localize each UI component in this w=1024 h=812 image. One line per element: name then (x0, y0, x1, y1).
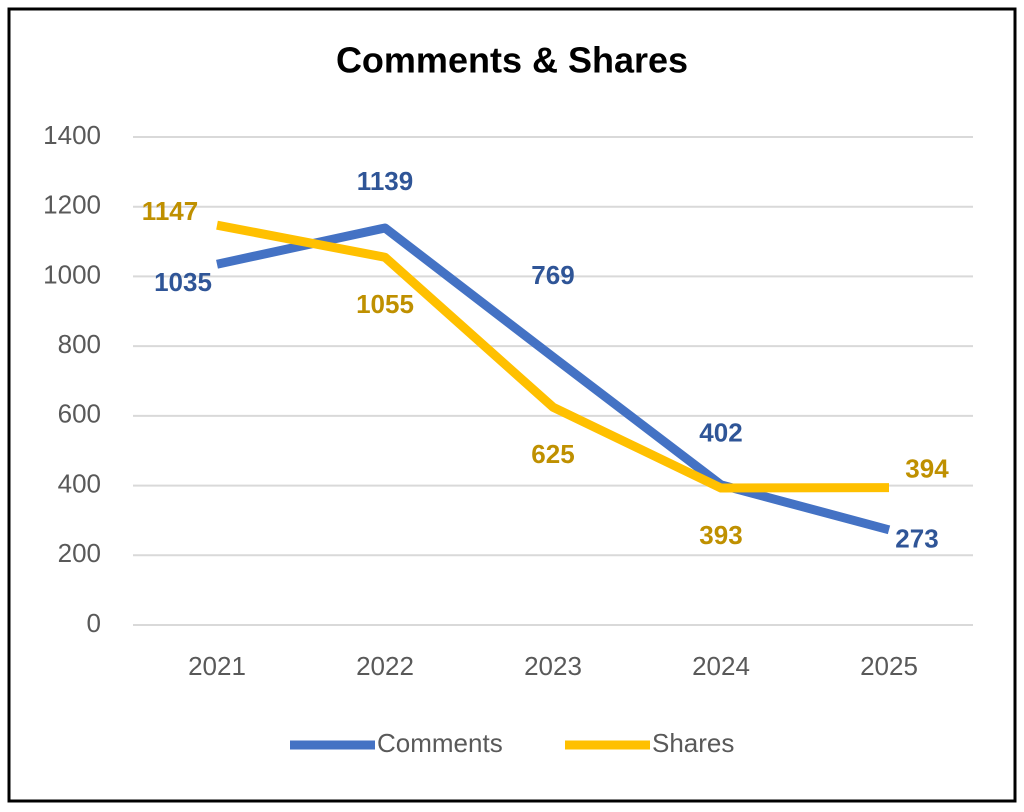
y-tick-label: 800 (58, 329, 101, 359)
chart-title: Comments & Shares (336, 40, 688, 81)
series-line (216, 220, 890, 493)
data-label: 1139 (357, 166, 413, 196)
y-tick-label: 1200 (43, 190, 101, 220)
y-tick-label: 0 (87, 608, 101, 638)
x-tick-label: 2023 (524, 651, 582, 681)
y-tick-label: 200 (58, 538, 101, 568)
data-label: 394 (905, 454, 949, 484)
x-tick-label: 2025 (860, 651, 918, 681)
y-tick-label: 600 (58, 399, 101, 429)
y-tick-label: 1000 (43, 259, 101, 289)
data-label: 402 (699, 418, 742, 448)
y-tick-label: 400 (58, 468, 101, 498)
chart-border (7, 7, 1017, 803)
data-label: 1035 (154, 267, 212, 297)
legend-label: Comments (377, 728, 503, 758)
series-line (216, 223, 891, 535)
x-tick-label: 2024 (692, 651, 750, 681)
x-tick-label: 2021 (188, 651, 246, 681)
data-label: 273 (895, 524, 938, 554)
y-tick-label: 1400 (43, 120, 101, 150)
data-label: 1055 (356, 289, 414, 319)
legend-label: Shares (652, 728, 734, 758)
x-tick-label: 2022 (356, 651, 414, 681)
data-label: 393 (699, 520, 742, 550)
data-label: 769 (531, 260, 574, 290)
data-label: 1147 (142, 196, 198, 226)
data-label: 625 (531, 439, 574, 469)
